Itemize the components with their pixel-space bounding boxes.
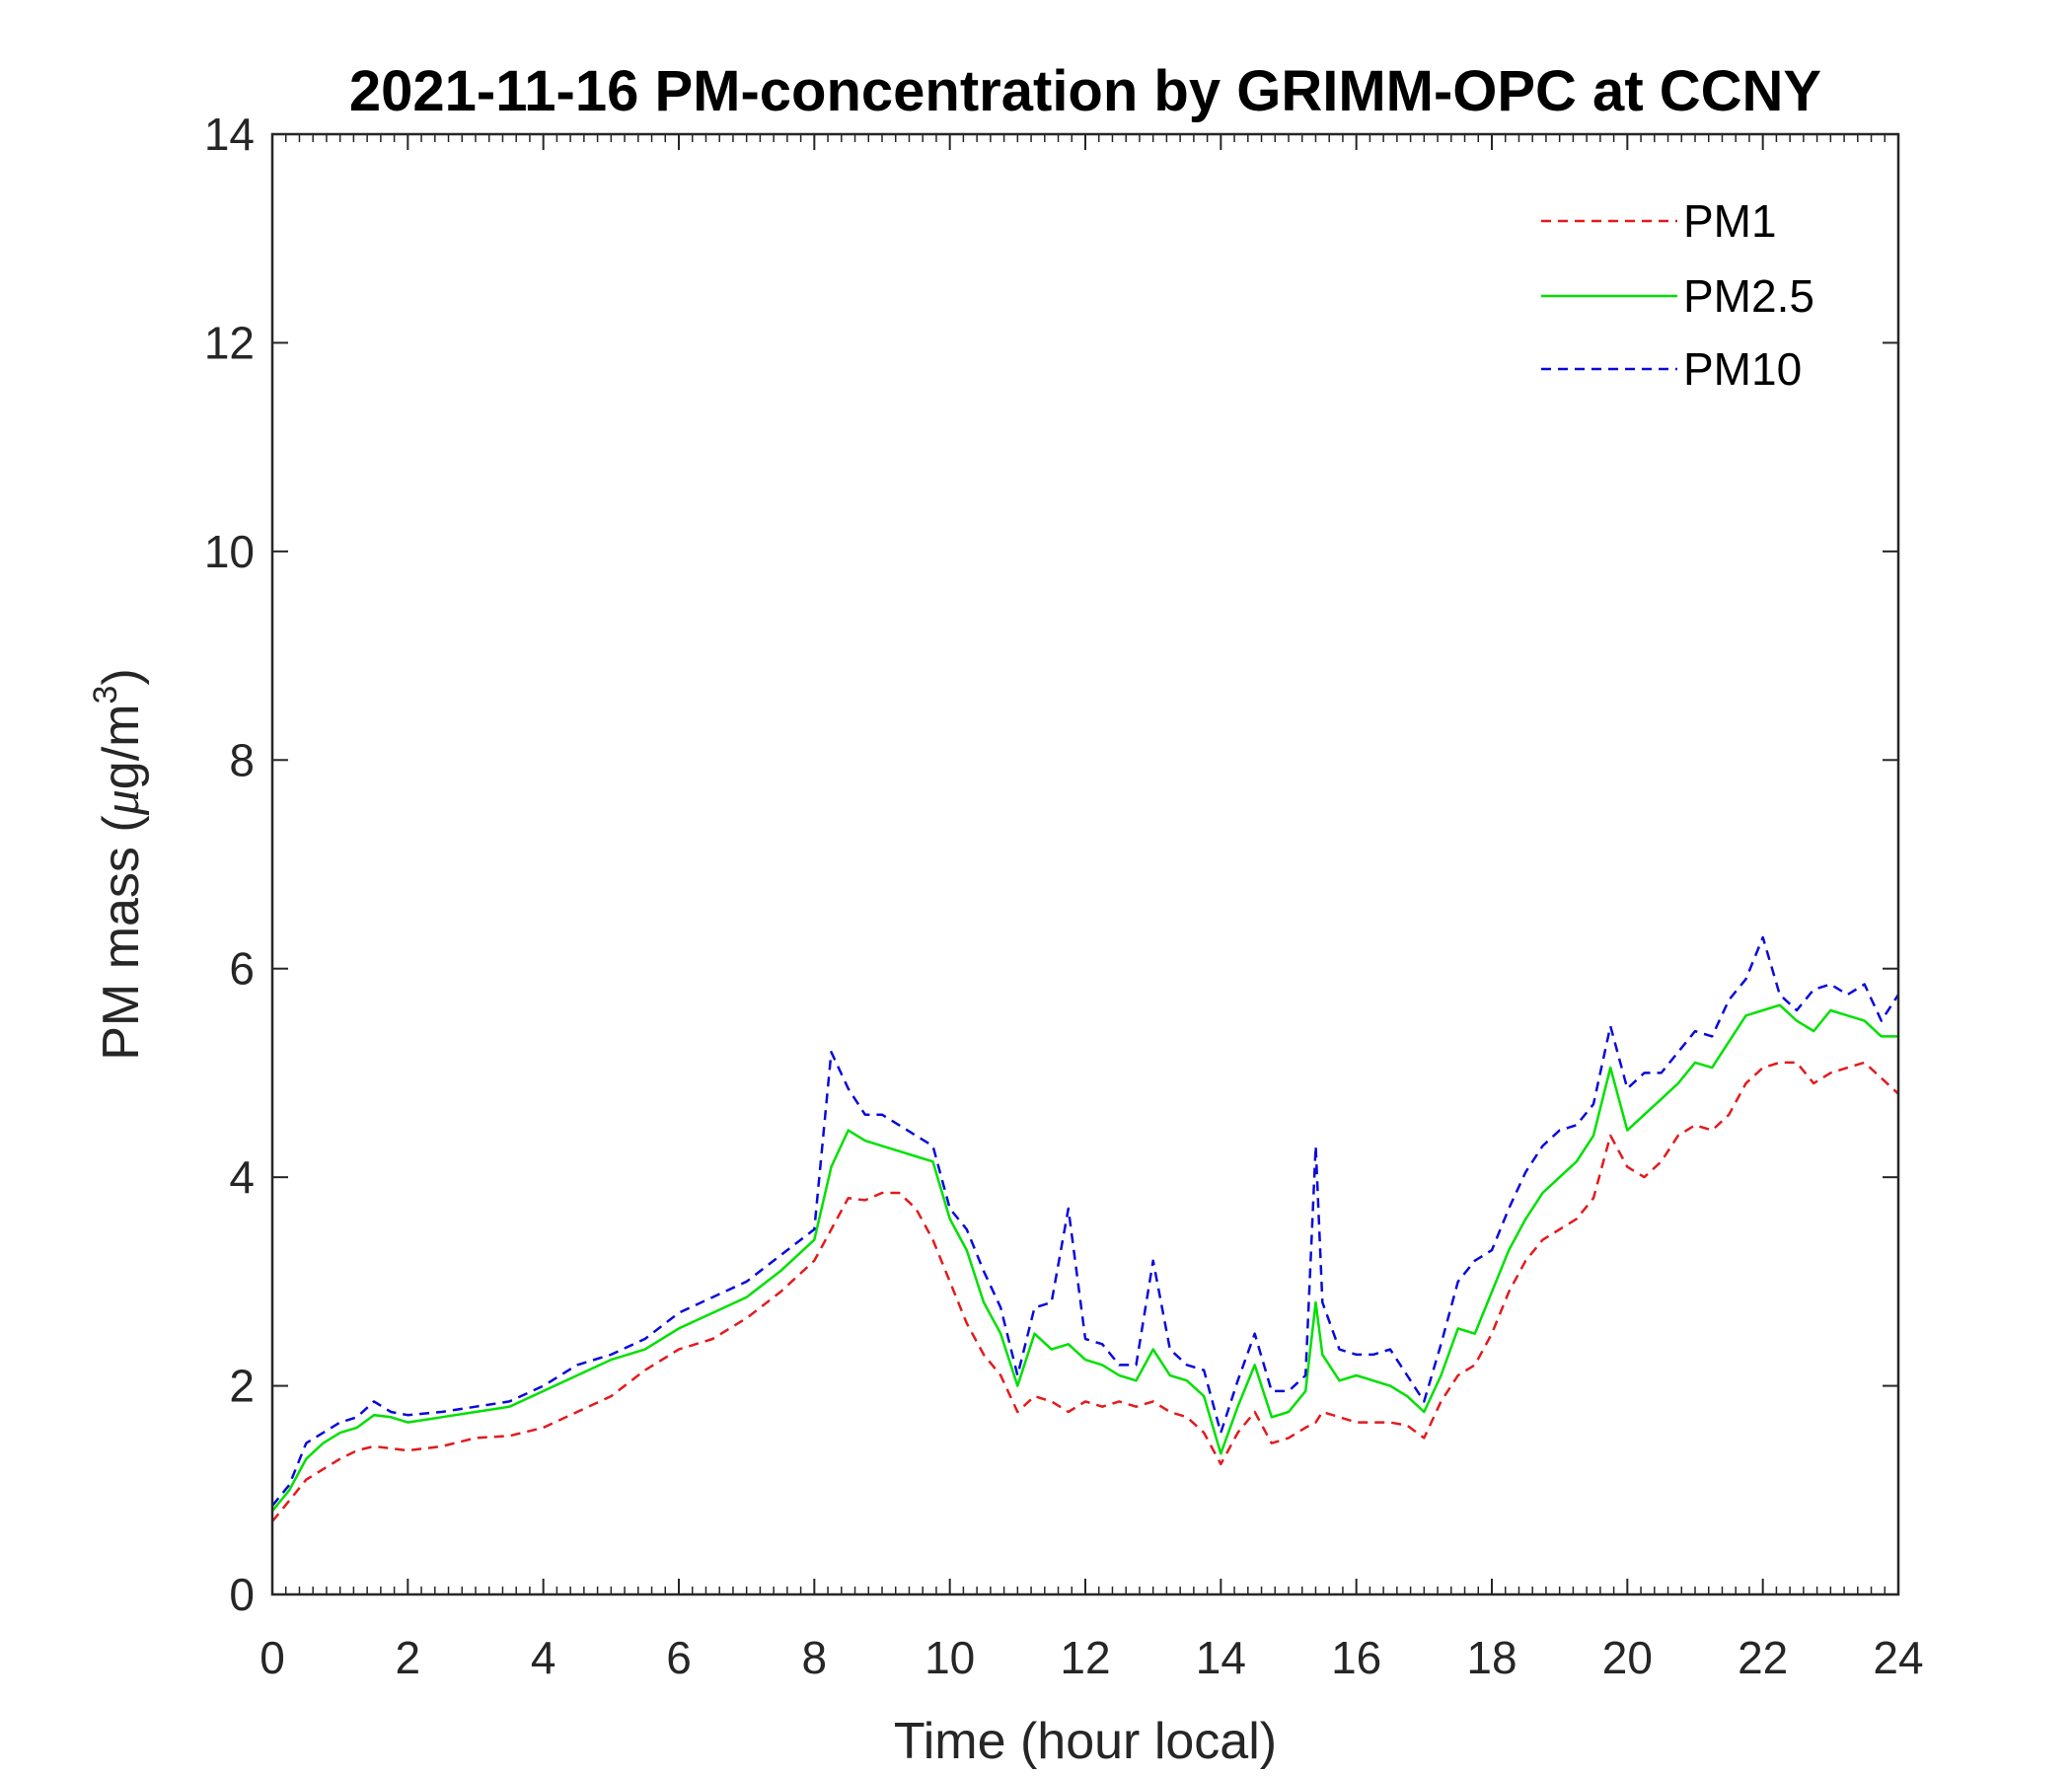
series-line-pm25 [271, 1003, 1898, 1513]
x-tick-label-10: 20 [1602, 1632, 1653, 1683]
y-axis-label-prefix: PM mass ( [93, 815, 150, 1061]
x-tick-label-3: 6 [666, 1632, 692, 1683]
legend: PM1 PM2.5 PM10 [1541, 195, 1814, 395]
plot-frame [270, 132, 1900, 1596]
x-axis-label: Time (hour local) [894, 1713, 1277, 1770]
y-axis-label-unit: g/m [93, 704, 150, 790]
data-series [271, 935, 1900, 1522]
x-tick-label-5: 10 [925, 1632, 975, 1683]
x-tick-label-4: 8 [802, 1632, 828, 1683]
y-tick-label-3: 6 [229, 943, 255, 995]
series-line-pm10 [271, 935, 1900, 1507]
x-tick-label-1: 2 [396, 1632, 421, 1683]
x-tick-label-9: 18 [1466, 1632, 1517, 1683]
x-tick-label-7: 14 [1196, 1632, 1246, 1683]
y-axis-label-mu: μ [94, 789, 150, 816]
y-tick-label-1: 2 [229, 1361, 255, 1412]
x-tick-label-6: 12 [1060, 1632, 1110, 1683]
y-tick-label-7: 14 [204, 109, 255, 160]
legend-label-pm1: PM1 [1683, 195, 1777, 247]
y-tick-labels: 0 2 4 6 8 10 12 14 [204, 109, 255, 1620]
series-line-pm1 [271, 1061, 1899, 1522]
x-tick-label-12: 24 [1873, 1632, 1923, 1683]
axis-ticks [271, 133, 1899, 1595]
y-tick-label-4: 8 [229, 734, 255, 785]
legend-label-pm25: PM2.5 [1683, 270, 1814, 322]
y-tick-label-5: 10 [204, 526, 255, 577]
legend-label-pm10: PM10 [1683, 343, 1802, 395]
y-tick-label-6: 12 [204, 317, 255, 368]
x-tick-label-8: 16 [1331, 1632, 1381, 1683]
y-axis-label-superscript: 3 [87, 686, 124, 704]
x-tick-label-2: 4 [531, 1632, 556, 1683]
y-tick-label-2: 4 [229, 1151, 255, 1203]
x-tick-label-0: 0 [259, 1632, 285, 1683]
y-axis-label: PM mass (μg/m3) [87, 668, 150, 1061]
x-tick-label-11: 22 [1738, 1632, 1788, 1683]
y-tick-label-0: 0 [229, 1569, 255, 1620]
x-tick-labels: 0 2 4 6 8 10 12 14 16 18 20 22 24 [259, 1632, 1923, 1683]
chart-title: 2021-11-16 PM-concentration by GRIMM-OPC… [349, 59, 1821, 123]
y-axis-label-suffix: ) [93, 668, 150, 685]
